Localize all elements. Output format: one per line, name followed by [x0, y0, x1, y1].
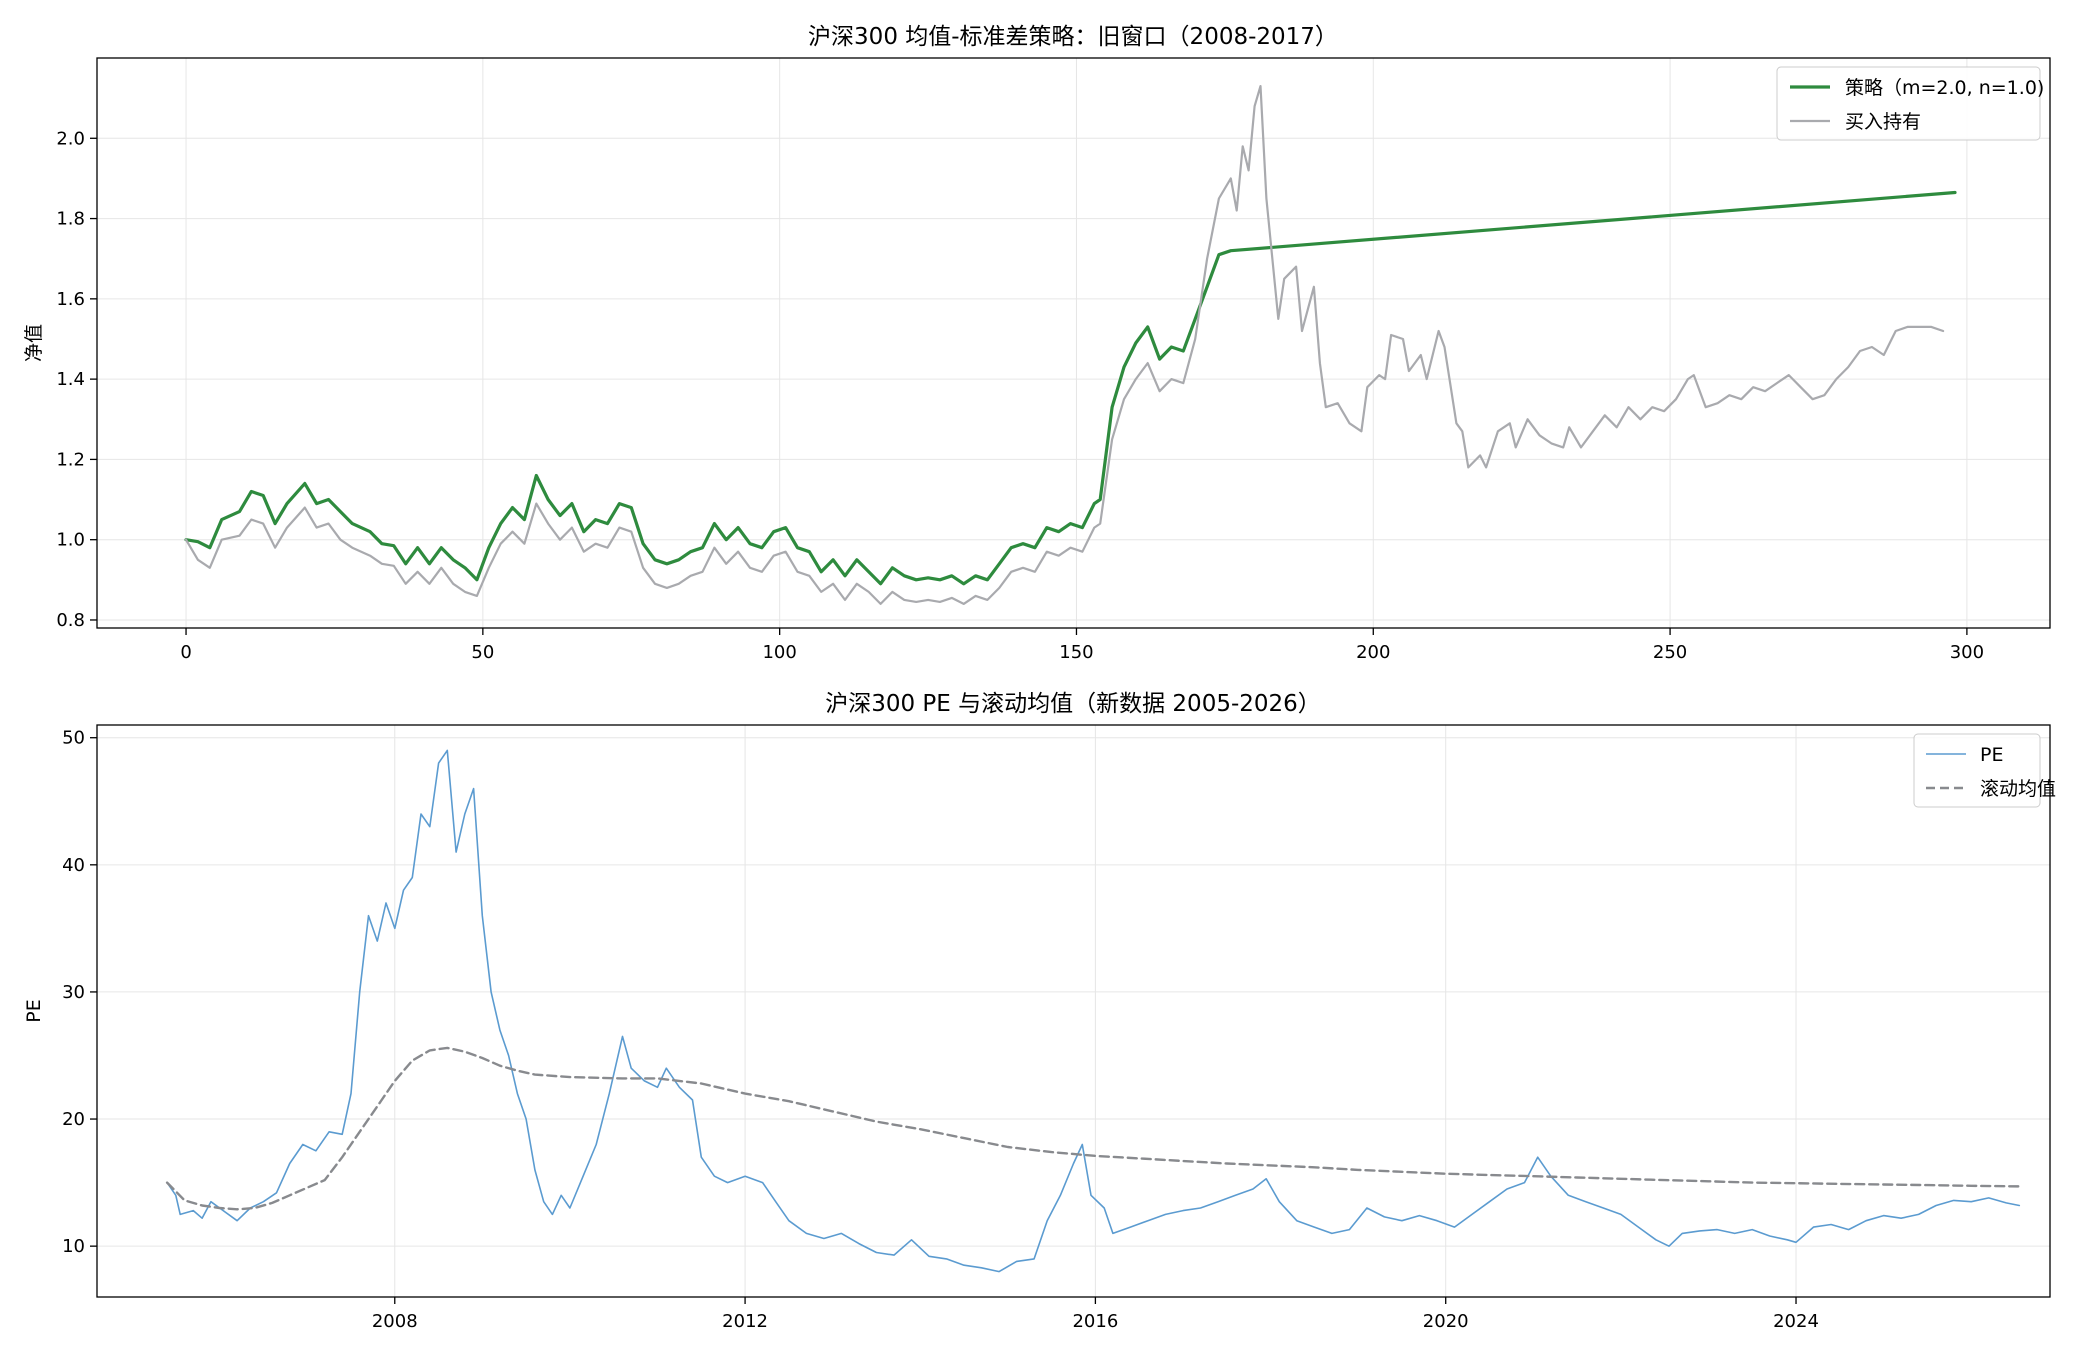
grid-bottom — [97, 725, 2050, 1297]
series-line-bottom-0 — [166, 749, 2021, 1273]
y-tick-label: 1.2 — [56, 449, 85, 470]
y-tick-label: 0.8 — [56, 610, 85, 631]
ticks-top: 0 50 100 150 200 250 300 0.8 1.0 1.2 1.4 1.6 1.8 2.0 — [56, 128, 1984, 663]
grid-top — [97, 58, 2050, 628]
legend-label-buy-hold: 买入持有 — [1845, 111, 1921, 133]
x-tick-label: 2020 — [1423, 1311, 1469, 1332]
x-tick-label: 0 — [180, 642, 191, 663]
series-line-top-0 — [184, 190, 1957, 586]
chart-top: 0 50 100 150 200 250 3000.81.01.21.41.61.82.0 … — [23, 24, 2051, 663]
chart-title-top: 沪深300 均值-标准差策略：旧窗口（2008-2017） — [808, 24, 1338, 50]
chart-title-bottom: 沪深300 PE 与滚动均值（新数据 2005-2026） — [825, 691, 1321, 717]
series-top — [184, 85, 1957, 605]
series-line-bottom-1 — [165, 1046, 2021, 1211]
x-tick-label: 2008 — [372, 1311, 418, 1332]
x-tick-label: 200 — [1356, 642, 1390, 663]
legend-top: 策略（m=2.0, n=1.0) 买入持有 — [1776, 66, 2044, 141]
legend-label-strategy: 策略（m=2.0, n=1.0) — [1845, 77, 2044, 99]
series-bottom — [165, 749, 2021, 1273]
x-tick-label: 2012 — [722, 1311, 768, 1332]
plot-frame-bottom — [96, 724, 2051, 1298]
y-tick-label: 1.0 — [56, 530, 85, 551]
x-tick-label: 2016 — [1072, 1311, 1118, 1332]
y-tick-label: 40 — [62, 855, 85, 876]
y-tick-label: 20 — [62, 1109, 85, 1130]
x-tick-label: 50 — [471, 642, 494, 663]
y-tick-label: 2.0 — [56, 128, 85, 149]
series-line-top-1 — [184, 85, 1945, 605]
x-tick-label: 250 — [1653, 642, 1687, 663]
legend-bottom: PE 滚动均值 — [1913, 733, 2056, 808]
x-tick-label: 2024 — [1773, 1311, 1819, 1332]
y-axis-label-bottom: PE — [23, 999, 45, 1022]
y-axis-label-top: 净值 — [23, 324, 45, 362]
y-tick-label: 1.4 — [56, 369, 85, 390]
y-tick-label: 50 — [62, 728, 85, 749]
y-tick-label: 10 — [62, 1236, 85, 1257]
x-tick-label: 150 — [1059, 642, 1093, 663]
legend-label-pe: PE — [1980, 744, 2003, 766]
x-tick-label: 100 — [762, 642, 796, 663]
legend-box-top — [1776, 66, 2041, 141]
y-tick-label: 1.6 — [56, 289, 85, 310]
x-tick-label: 300 — [1950, 642, 1984, 663]
y-tick-label: 1.8 — [56, 209, 85, 230]
y-tick-label: 30 — [62, 982, 85, 1003]
ticks-bottom: 2008 2012 2016 2020 2024 10 20 30 40 50 — [62, 728, 1819, 1332]
chart-bottom: 2008 2012 2016 2020 2024 10 20 30 40 50 沪深300 PE … — [23, 691, 2056, 1332]
plot-frame-top — [96, 57, 2051, 629]
legend-label-rolling-mean: 滚动均值 — [1980, 778, 2056, 800]
